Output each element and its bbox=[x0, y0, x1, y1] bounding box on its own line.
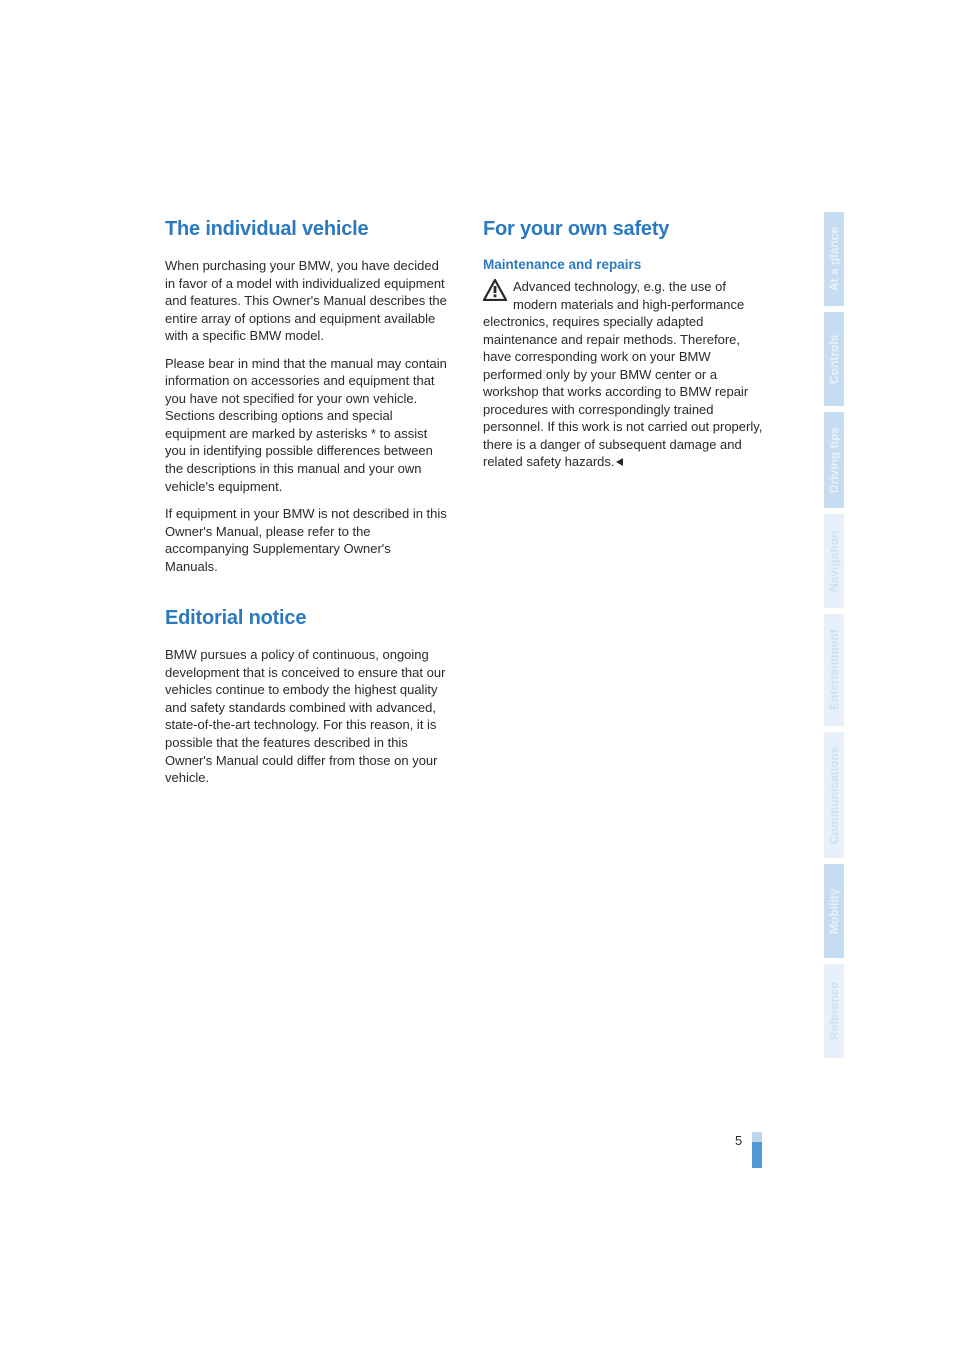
side-tab[interactable]: Driving tips bbox=[824, 412, 844, 508]
right-column: For your own safety Maintenance and repa… bbox=[483, 218, 765, 482]
warning-paragraph: Advanced technology, e.g. the use of mod… bbox=[483, 278, 765, 472]
section-heading-safety: For your own safety bbox=[483, 218, 765, 241]
section-heading-individual-vehicle: The individual vehicle bbox=[165, 218, 447, 241]
warning-text: Advanced technology, e.g. the use of mod… bbox=[483, 279, 762, 469]
page-marker-light bbox=[752, 1132, 762, 1142]
page-content: The individual vehicle When purchasing y… bbox=[165, 218, 765, 797]
paragraph: BMW pursues a policy of continuous, ongo… bbox=[165, 646, 447, 786]
warning-triangle-icon bbox=[483, 279, 507, 301]
side-tab-strip: At a glance Controls Driving tips Navigatio… bbox=[824, 212, 846, 1064]
side-tab[interactable]: Navigation bbox=[824, 514, 844, 608]
page-number: 5 bbox=[735, 1133, 742, 1148]
page-marker-dark bbox=[752, 1142, 762, 1168]
side-tab[interactable]: Reference bbox=[824, 964, 844, 1058]
side-tab[interactable]: Mobility bbox=[824, 864, 844, 958]
side-tab[interactable]: Controls bbox=[824, 312, 844, 406]
side-tab[interactable]: At a glance bbox=[824, 212, 844, 306]
side-tab[interactable]: Communications bbox=[824, 732, 844, 858]
paragraph: Please bear in mind that the manual may … bbox=[165, 355, 447, 495]
section-heading-editorial-notice: Editorial notice bbox=[165, 607, 447, 630]
subsection-heading-maintenance: Maintenance and repairs bbox=[483, 257, 765, 272]
paragraph: When purchasing your BMW, you have decid… bbox=[165, 257, 447, 345]
paragraph: If equipment in your BMW is not describe… bbox=[165, 505, 447, 575]
end-of-warning-icon bbox=[615, 454, 625, 472]
left-column: The individual vehicle When purchasing y… bbox=[165, 218, 447, 797]
side-tab[interactable]: Entertainment bbox=[824, 614, 844, 726]
